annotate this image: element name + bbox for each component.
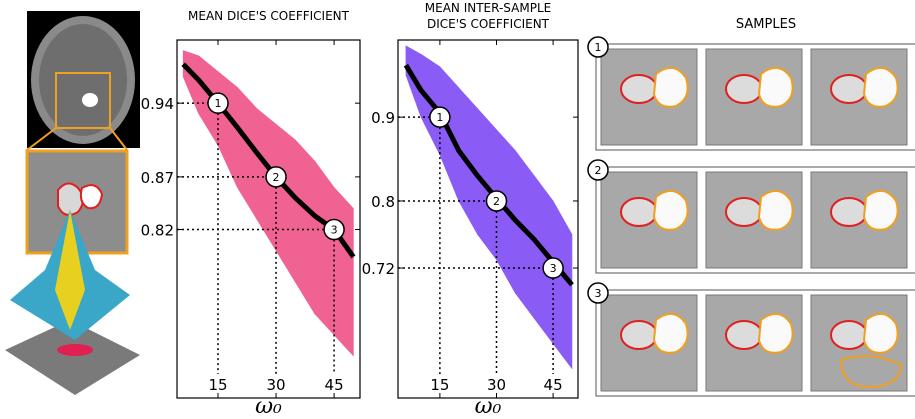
band (295, 139, 316, 315)
tumor (830, 197, 868, 227)
surface-plot (5, 210, 140, 395)
tumor-outline (862, 190, 899, 231)
x-tick-label: 45 (544, 376, 563, 394)
x-tick-label: 15 (430, 376, 449, 394)
chart-title: MEAN INTER-SAMPLE (425, 1, 551, 15)
tumor (830, 74, 868, 104)
tumor-outline (757, 190, 794, 231)
annotation-label: 2 (273, 171, 280, 184)
x-axis-label: ω₀ (475, 394, 502, 419)
row-marker (587, 282, 609, 304)
mean-line (181, 62, 356, 259)
row-label: 3 (595, 287, 602, 300)
annotation-label: 1 (215, 97, 222, 110)
tumor-outline (757, 313, 794, 354)
tumor (620, 74, 658, 104)
tumor (725, 74, 763, 104)
annotation-marker (323, 218, 345, 241)
band (552, 199, 573, 370)
band (314, 160, 335, 336)
sample-row (595, 43, 915, 151)
annotation-label: 2 (493, 195, 500, 208)
x-tick-label: 30 (266, 376, 285, 394)
mri-image (26, 11, 140, 151)
x-tick-label: 45 (325, 376, 344, 394)
band (217, 70, 238, 188)
tumor (725, 320, 763, 350)
x-tick-label: 15 (208, 376, 227, 394)
y-tick-label: 0.9 (371, 109, 395, 127)
annotation-label: 3 (331, 224, 338, 237)
annotation-label: 1 (436, 111, 443, 124)
sample-row (595, 289, 915, 397)
tumor-outline (862, 67, 899, 108)
tumor (620, 197, 658, 227)
sample-outline (839, 355, 903, 389)
annotation-marker (485, 190, 508, 212)
band (182, 50, 199, 114)
chart-title: MEAN DICE'S COEFFICIENT (188, 9, 350, 23)
y-tick-label: 0.72 (362, 260, 395, 278)
row-label: 1 (595, 41, 602, 54)
mean-line (403, 63, 574, 287)
tumor-outline (652, 67, 689, 108)
samples-title: SAMPLES (736, 17, 796, 32)
annotation-marker (265, 166, 287, 188)
tumor (620, 320, 658, 350)
tumor-outline (757, 67, 794, 108)
band (333, 186, 354, 357)
samples-grid: 1 2 3 (587, 36, 915, 397)
x-tick-label: 30 (487, 376, 506, 394)
tumor-outline (652, 313, 689, 354)
tumor-outline (652, 190, 689, 231)
sample-row (595, 166, 915, 274)
row-label: 2 (595, 164, 602, 177)
plot-frame (397, 39, 579, 399)
annotation-marker (207, 92, 229, 114)
band (237, 86, 257, 221)
row-marker (587, 36, 609, 58)
band (275, 123, 296, 284)
chart-title: DICE'S COEFFICIENT (427, 17, 550, 31)
y-tick-label: 0.82 (141, 222, 174, 240)
annotation-label: 3 (550, 262, 557, 275)
x-axis-label: ω₀ (255, 394, 282, 419)
tumor (725, 197, 763, 227)
y-tick-label: 0.94 (141, 95, 174, 113)
annotation-marker (542, 257, 564, 279)
y-tick-label: 0.87 (141, 169, 174, 187)
tumor (830, 320, 868, 350)
plot-frame (176, 39, 361, 399)
tumor-outline (862, 313, 899, 354)
row-marker (587, 159, 609, 181)
y-tick-label: 0.8 (371, 193, 395, 211)
annotation-marker (429, 106, 451, 128)
